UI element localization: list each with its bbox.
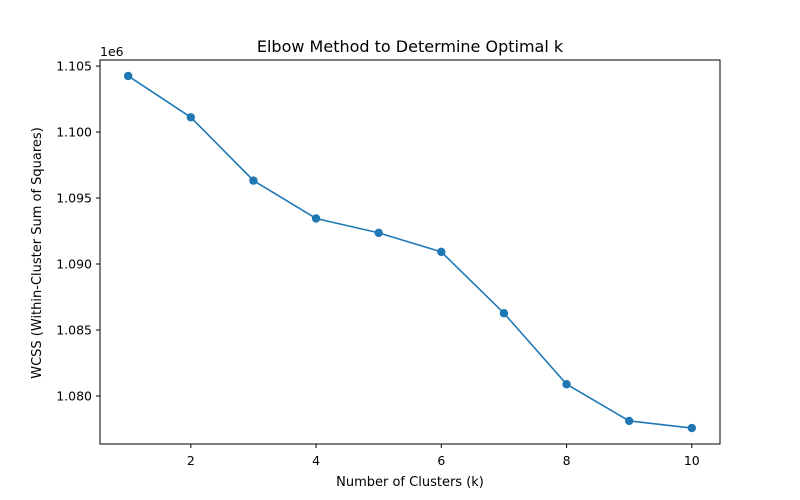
y-tick-label: 1.080 [56,388,92,403]
y-axis-label: WCSS (Within-Cluster Sum of Squares) [30,127,45,379]
data-point [249,176,258,185]
data-point [624,416,634,426]
y-tick-label: 1.100 [56,125,92,140]
x-tick-label: 6 [437,453,445,468]
data-point [311,214,321,223]
series-line-layer [127,75,692,429]
x-axis-label: Number of Clusters (k) [336,475,484,490]
data-point [374,228,383,238]
series-line [127,75,692,429]
series-points-layer [123,71,697,433]
y-tick-label: 1.105 [56,59,92,74]
x-tick-label: 2 [187,453,195,468]
chart-title: Elbow Method to Determine Optimal k [257,37,564,56]
data-point [123,71,133,81]
y-axis-offset-label: 1e6 [100,44,124,59]
x-tick-label: 10 [684,453,700,468]
x-tick-label: 8 [563,453,571,468]
data-point [687,423,697,433]
data-point [562,380,571,389]
data-point [499,309,509,318]
axis-ticks: 2 4 6 8 10 1.080 1.085 1.090 1.095 1.100 1.105 [56,59,700,468]
x-tick-label: 4 [312,453,320,468]
plot-frame [99,59,721,445]
y-tick-label: 1.090 [56,257,92,272]
y-tick-label: 1.085 [56,322,92,337]
data-point [437,247,446,257]
data-point [186,113,196,122]
y-tick-label: 1.095 [56,191,92,206]
